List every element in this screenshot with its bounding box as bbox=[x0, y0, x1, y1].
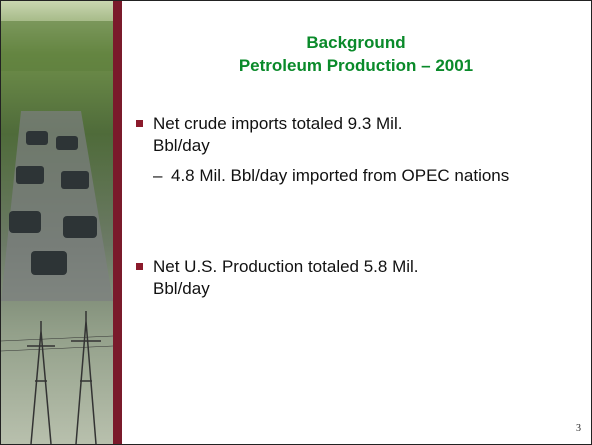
sub-bullet-text: 4.8 Mil. Bbl/day imported from OPEC nati… bbox=[171, 166, 510, 185]
page-number: 3 bbox=[576, 423, 581, 434]
cars bbox=[9, 131, 97, 275]
power-towers bbox=[1, 311, 114, 444]
bullet-marker bbox=[136, 120, 143, 127]
dash-marker: – bbox=[153, 166, 163, 185]
bullet-text: Net crude imports totaled 9.3 Mil. Bbl/d… bbox=[153, 114, 403, 155]
accent-bar bbox=[113, 1, 122, 444]
bullet-marker bbox=[136, 263, 143, 270]
trees bbox=[1, 21, 113, 71]
side-photo bbox=[1, 1, 122, 444]
road bbox=[1, 111, 113, 301]
slide-title: Petroleum Production – 2001 bbox=[238, 56, 474, 75]
bullet-text: Net U.S. Production totaled 5.8 Mil. Bbl… bbox=[153, 257, 419, 298]
slide-title: Background bbox=[306, 33, 406, 52]
